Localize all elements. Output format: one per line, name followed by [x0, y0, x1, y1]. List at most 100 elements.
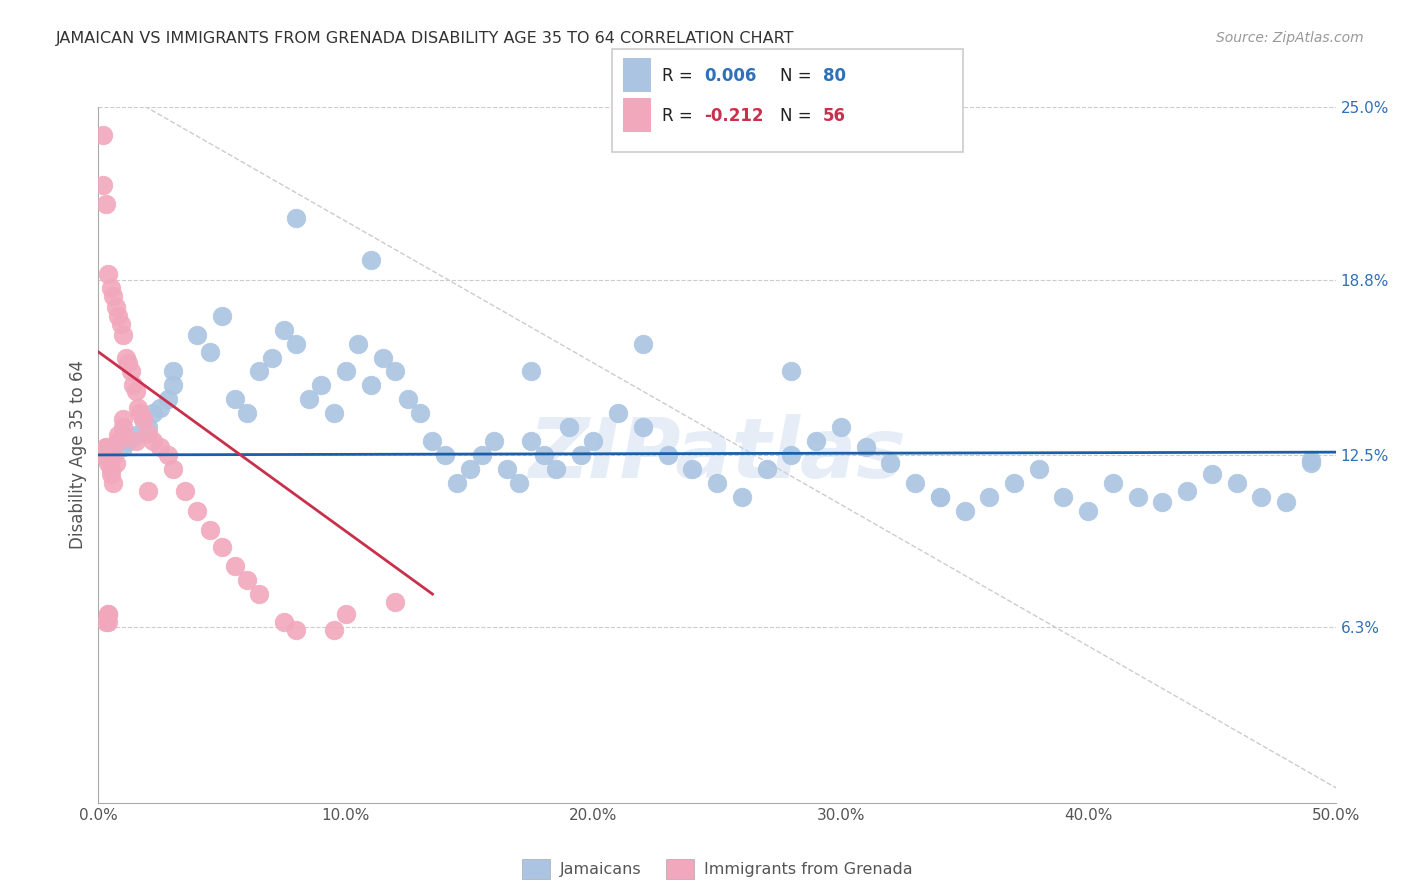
Point: [104, 301, 127, 315]
Point: [114, 351, 136, 365]
Point: [94, 448, 117, 462]
Text: Source: ZipAtlas.com: Source: ZipAtlas.com: [1216, 31, 1364, 45]
Point: [1250, 490, 1272, 504]
Point: [1299, 453, 1322, 467]
Point: [132, 411, 155, 425]
Point: [631, 336, 654, 351]
Point: [107, 428, 129, 442]
Point: [458, 462, 481, 476]
Point: [142, 434, 165, 448]
Point: [1028, 462, 1050, 476]
Point: [136, 425, 159, 440]
Point: [396, 392, 419, 407]
Point: [706, 475, 728, 490]
Point: [582, 434, 605, 448]
Point: [112, 428, 135, 442]
Point: [100, 462, 122, 476]
Point: [97, 267, 120, 281]
Point: [136, 484, 159, 499]
Point: [495, 462, 517, 476]
Point: [1152, 495, 1174, 509]
Text: R =: R =: [662, 67, 699, 85]
Point: [298, 392, 321, 407]
Text: ZIPatlas: ZIPatlas: [529, 415, 905, 495]
Point: [607, 406, 630, 420]
Point: [247, 587, 270, 601]
Text: 80: 80: [823, 67, 845, 85]
Point: [1077, 503, 1099, 517]
Point: [879, 456, 901, 470]
Point: [1201, 467, 1223, 482]
Point: [107, 434, 129, 448]
Point: [124, 434, 146, 448]
Text: N =: N =: [780, 67, 817, 85]
Point: [97, 607, 120, 621]
Point: [186, 328, 208, 343]
Point: [471, 448, 494, 462]
Point: [928, 490, 950, 504]
Point: [94, 440, 117, 454]
Point: [1052, 490, 1074, 504]
Point: [657, 448, 679, 462]
Point: [371, 351, 394, 365]
Point: [904, 475, 927, 490]
Point: [156, 392, 179, 407]
Point: [1126, 490, 1149, 504]
Point: [273, 615, 295, 629]
Point: [103, 475, 125, 490]
Point: [94, 197, 117, 211]
Point: [100, 281, 122, 295]
Point: [780, 448, 803, 462]
Text: -0.212: -0.212: [704, 107, 763, 125]
Point: [162, 364, 184, 378]
Point: [142, 406, 165, 420]
Point: [422, 434, 444, 448]
Point: [508, 475, 530, 490]
Point: [855, 440, 877, 454]
Point: [557, 420, 579, 434]
Point: [132, 411, 155, 425]
Point: [93, 128, 115, 142]
Point: [100, 467, 122, 482]
Point: [520, 364, 543, 378]
Point: [97, 456, 120, 470]
Point: [1002, 475, 1025, 490]
Point: [124, 384, 146, 398]
Point: [546, 462, 568, 476]
Point: [112, 411, 135, 425]
Point: [409, 406, 432, 420]
Point: [93, 448, 115, 462]
Point: [94, 615, 117, 629]
Point: [129, 406, 152, 420]
Point: [731, 490, 754, 504]
Point: [285, 211, 308, 226]
Point: [93, 178, 115, 192]
Point: [631, 420, 654, 434]
Point: [322, 624, 344, 638]
Point: [127, 401, 149, 415]
Point: [103, 448, 125, 462]
Point: [335, 364, 357, 378]
Point: [520, 434, 543, 448]
Point: [97, 615, 120, 629]
Point: [285, 624, 308, 638]
Point: [384, 595, 406, 609]
Point: [224, 392, 246, 407]
Point: [247, 364, 270, 378]
Text: R =: R =: [662, 107, 699, 125]
Point: [110, 317, 132, 331]
Point: [1299, 456, 1322, 470]
Point: [117, 434, 139, 448]
Text: JAMAICAN VS IMMIGRANTS FROM GRENADA DISABILITY AGE 35 TO 64 CORRELATION CHART: JAMAICAN VS IMMIGRANTS FROM GRENADA DISA…: [56, 31, 794, 46]
Point: [211, 540, 233, 554]
Point: [347, 336, 370, 351]
Point: [149, 401, 172, 415]
Point: [122, 378, 145, 392]
Point: [285, 336, 308, 351]
Point: [149, 440, 172, 454]
Point: [384, 364, 406, 378]
Point: [136, 420, 159, 434]
Point: [569, 448, 592, 462]
Point: [162, 378, 184, 392]
Point: [322, 406, 344, 420]
